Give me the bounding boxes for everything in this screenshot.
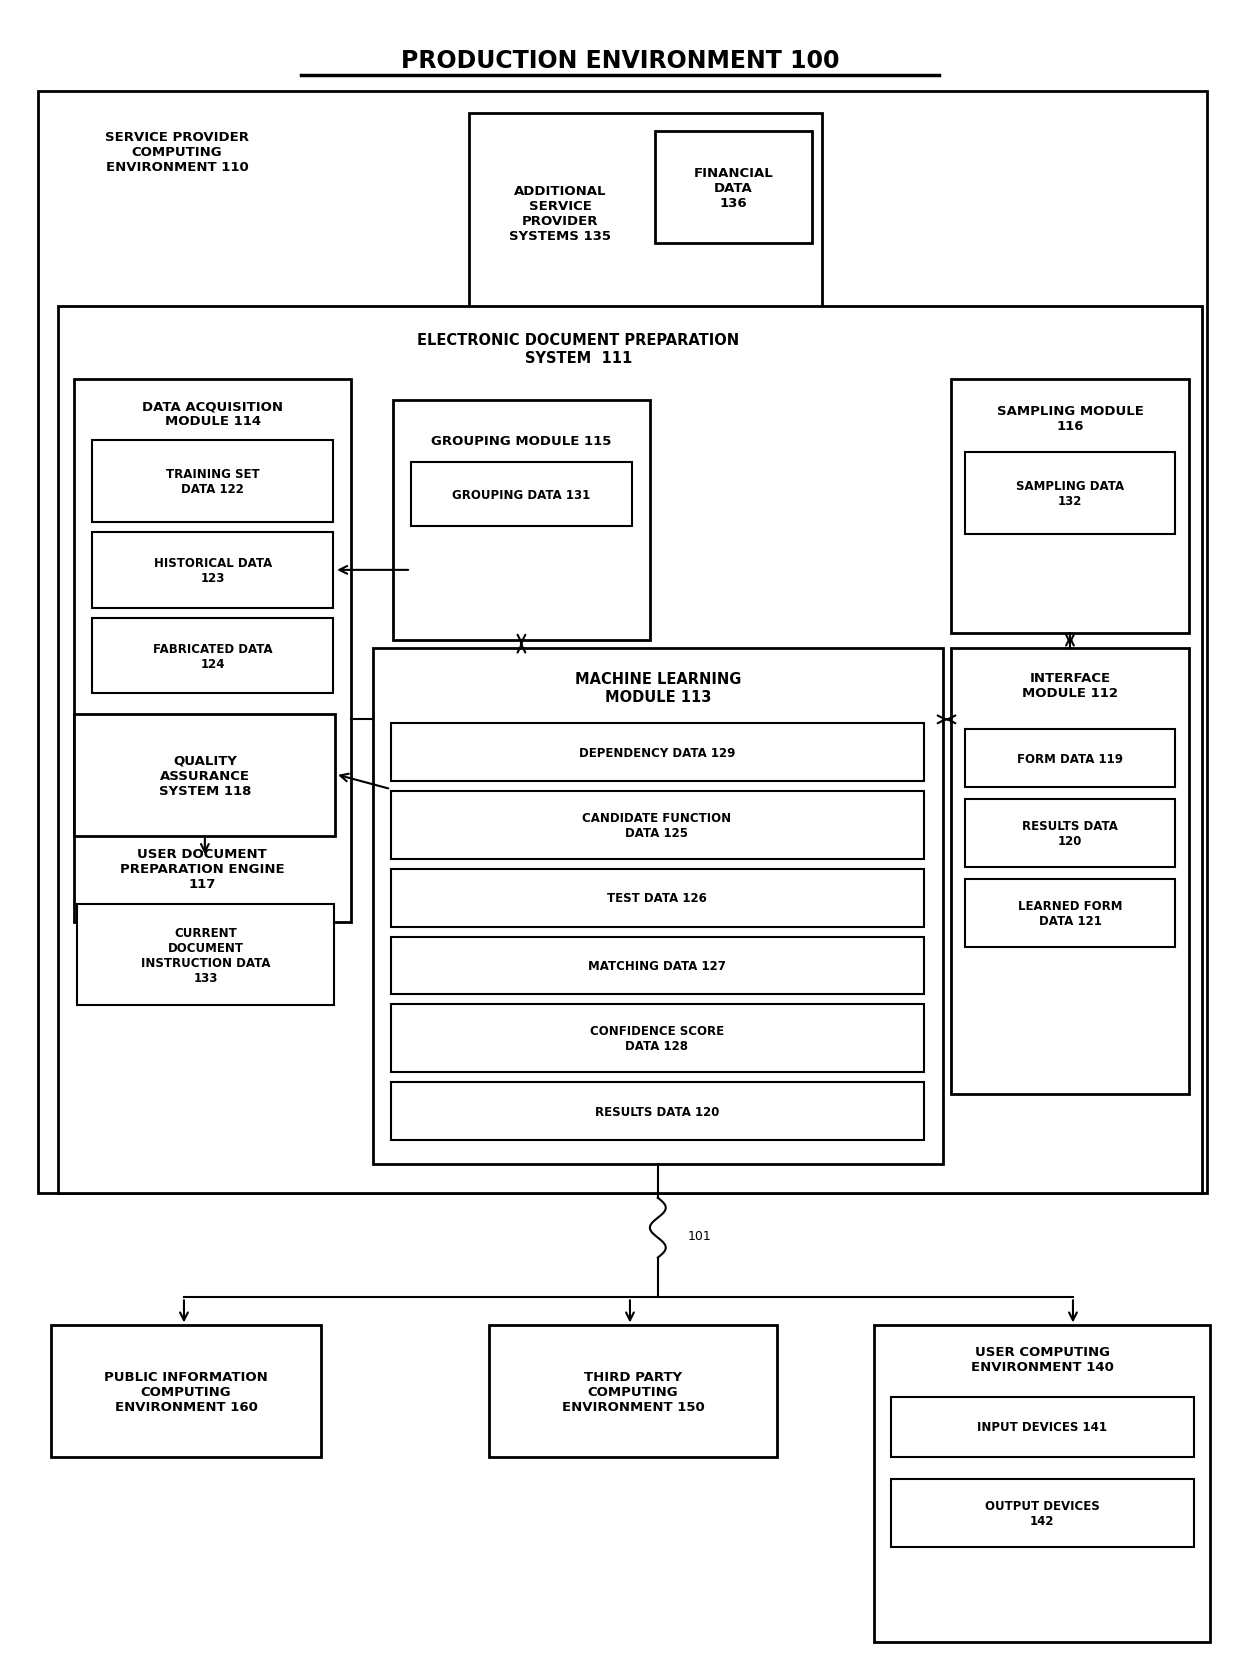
- Bar: [890, 1480, 1194, 1546]
- Text: SAMPLING MODULE
116: SAMPLING MODULE 116: [997, 404, 1143, 432]
- Text: ELECTRONIC DOCUMENT PREPARATION
SYSTEM  111: ELECTRONIC DOCUMENT PREPARATION SYSTEM 1…: [417, 333, 739, 366]
- Text: MATCHING DATA 127: MATCHING DATA 127: [588, 959, 725, 973]
- Text: FABRICATED DATA
124: FABRICATED DATA 124: [153, 643, 273, 669]
- Bar: [51, 1326, 321, 1457]
- Bar: [74, 379, 351, 923]
- Bar: [966, 452, 1174, 535]
- Text: HISTORICAL DATA
123: HISTORICAL DATA 123: [154, 557, 272, 585]
- Bar: [391, 1082, 924, 1140]
- Text: ADDITIONAL
SERVICE
PROVIDER
SYSTEMS 135: ADDITIONAL SERVICE PROVIDER SYSTEMS 135: [510, 186, 611, 244]
- Bar: [391, 792, 924, 860]
- Text: TEST DATA 126: TEST DATA 126: [606, 891, 707, 905]
- Bar: [393, 401, 650, 640]
- Text: INPUT DEVICES 141: INPUT DEVICES 141: [977, 1420, 1107, 1433]
- Text: QUALITY
ASSURANCE
SYSTEM 118: QUALITY ASSURANCE SYSTEM 118: [159, 754, 250, 797]
- Text: PRODUCTION ENVIRONMENT 100: PRODUCTION ENVIRONMENT 100: [401, 48, 839, 73]
- Bar: [890, 1397, 1194, 1457]
- Bar: [77, 905, 335, 1006]
- Text: INTERFACE
MODULE 112: INTERFACE MODULE 112: [1022, 673, 1118, 699]
- Bar: [92, 618, 334, 694]
- Text: CONFIDENCE SCORE
DATA 128: CONFIDENCE SCORE DATA 128: [590, 1024, 724, 1052]
- Bar: [391, 938, 924, 994]
- Text: PUBLIC INFORMATION
COMPUTING
ENVIRONMENT 160: PUBLIC INFORMATION COMPUTING ENVIRONMENT…: [104, 1370, 268, 1413]
- Bar: [37, 93, 1208, 1193]
- Bar: [874, 1326, 1210, 1642]
- Bar: [57, 307, 1203, 1193]
- Bar: [92, 441, 334, 522]
- Bar: [966, 800, 1174, 867]
- Text: SERVICE PROVIDER
COMPUTING
ENVIRONMENT 110: SERVICE PROVIDER COMPUTING ENVIRONMENT 1…: [105, 131, 249, 174]
- Text: THIRD PARTY
COMPUTING
ENVIRONMENT 150: THIRD PARTY COMPUTING ENVIRONMENT 150: [562, 1370, 704, 1413]
- Bar: [655, 133, 812, 244]
- Text: SAMPLING DATA
132: SAMPLING DATA 132: [1016, 481, 1123, 507]
- Bar: [373, 648, 942, 1165]
- Bar: [410, 462, 632, 527]
- Text: DATA ACQUISITION
MODULE 114: DATA ACQUISITION MODULE 114: [143, 399, 283, 428]
- Text: USER COMPUTING
ENVIRONMENT 140: USER COMPUTING ENVIRONMENT 140: [971, 1345, 1114, 1374]
- Bar: [951, 379, 1189, 633]
- Bar: [951, 648, 1189, 1094]
- Bar: [469, 114, 822, 318]
- Text: RESULTS DATA
120: RESULTS DATA 120: [1022, 820, 1118, 847]
- Bar: [92, 532, 334, 608]
- Text: DEPENDENCY DATA 129: DEPENDENCY DATA 129: [579, 746, 735, 759]
- Bar: [966, 729, 1174, 787]
- Text: USER DOCUMENT
PREPARATION ENGINE
117: USER DOCUMENT PREPARATION ENGINE 117: [119, 848, 284, 891]
- Text: TRAINING SET
DATA 122: TRAINING SET DATA 122: [166, 467, 259, 495]
- Bar: [391, 724, 924, 782]
- Bar: [391, 1004, 924, 1072]
- Text: MACHINE LEARNING
MODULE 113: MACHINE LEARNING MODULE 113: [574, 671, 742, 704]
- Bar: [966, 880, 1174, 948]
- Text: GROUPING DATA 131: GROUPING DATA 131: [453, 489, 590, 502]
- Bar: [489, 1326, 777, 1457]
- Text: CURRENT
DOCUMENT
INSTRUCTION DATA
133: CURRENT DOCUMENT INSTRUCTION DATA 133: [141, 926, 270, 984]
- Text: 101: 101: [688, 1229, 712, 1243]
- Text: FORM DATA 119: FORM DATA 119: [1017, 752, 1123, 766]
- Text: LEARNED FORM
DATA 121: LEARNED FORM DATA 121: [1018, 900, 1122, 928]
- Text: RESULTS DATA 120: RESULTS DATA 120: [595, 1105, 719, 1118]
- Text: CANDIDATE FUNCTION
DATA 125: CANDIDATE FUNCTION DATA 125: [583, 812, 732, 840]
- Bar: [391, 870, 924, 928]
- Text: GROUPING MODULE 115: GROUPING MODULE 115: [432, 434, 611, 447]
- Text: OUTPUT DEVICES
142: OUTPUT DEVICES 142: [985, 1500, 1100, 1526]
- Bar: [74, 714, 335, 837]
- Text: FINANCIAL
DATA
136: FINANCIAL DATA 136: [693, 167, 774, 209]
